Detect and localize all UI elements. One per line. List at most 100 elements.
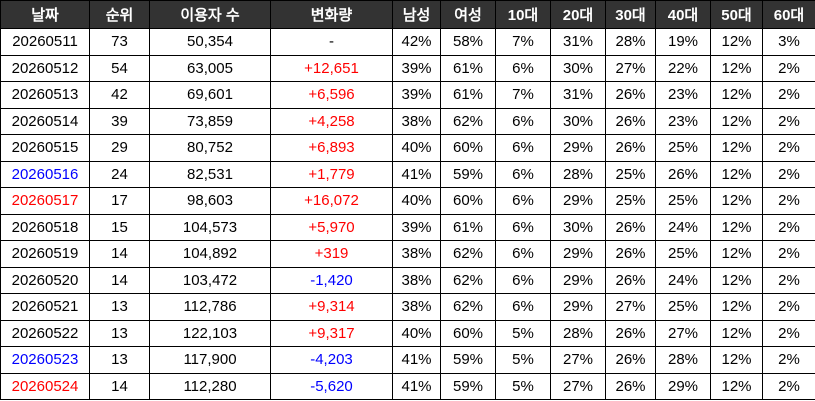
table-row: 20260521 13 112,786 +9,314 38% 62% 6% 29% 27% 25%… — [0, 293, 815, 321]
table-cell: 6% — [495, 240, 551, 268]
table-row: 20260516 24 82,531 +1,779 41% 59% 6% 28% 25% 26% 1… — [0, 160, 815, 188]
table-cell: 73,859 — [149, 107, 271, 135]
table-cell: 38% — [392, 240, 441, 268]
table-cell: -4,203 — [270, 346, 393, 374]
table-cell: 12% — [710, 240, 763, 268]
table-cell: 30% — [550, 54, 606, 82]
table-cell: 24 — [89, 160, 150, 188]
table-cell: 39% — [392, 81, 441, 109]
header-cell: 30대 — [605, 0, 656, 29]
date-cell: 20260511 — [0, 28, 90, 56]
table-cell: - — [270, 28, 393, 56]
date-cell: 20260513 — [0, 81, 90, 109]
table-cell: 40% — [392, 134, 441, 162]
table-cell: +9,317 — [270, 319, 393, 347]
table-row: 20260524 14 112,280 -5,620 41% 59% 5% 27% 26% 29%… — [0, 372, 815, 400]
table-cell: 60% — [440, 134, 496, 162]
date-cell: 20260516 — [0, 160, 90, 188]
date-cell: 20260514 — [0, 107, 90, 135]
header-cell: 날짜 — [0, 0, 90, 29]
table-cell: 62% — [440, 107, 496, 135]
table-cell: 62% — [440, 240, 496, 268]
table-cell: 25% — [655, 240, 711, 268]
table-cell: 15 — [89, 213, 150, 241]
table-row: 20260512 54 63,005 +12,651 39% 61% 6% 30% 27% 22%… — [0, 54, 815, 82]
table-cell: 104,892 — [149, 240, 271, 268]
table-cell: 17 — [89, 187, 150, 215]
table-cell: 12% — [710, 213, 763, 241]
table-cell: 26% — [605, 107, 656, 135]
table-cell: +9,314 — [270, 293, 393, 321]
table-cell: 22% — [655, 54, 711, 82]
table-cell: +12,651 — [270, 54, 393, 82]
table-cell: 27% — [605, 54, 656, 82]
header-cell: 40대 — [655, 0, 711, 29]
table-cell: 12% — [710, 81, 763, 109]
table-cell: 29 — [89, 134, 150, 162]
header-cell: 20대 — [550, 0, 606, 29]
table-cell: 25% — [655, 187, 711, 215]
table-cell: 13 — [89, 319, 150, 347]
table-cell: 42% — [392, 28, 441, 56]
table-cell: 122,103 — [149, 319, 271, 347]
date-cell: 20260512 — [0, 54, 90, 82]
table-cell: 41% — [392, 372, 441, 400]
table-cell: 5% — [495, 372, 551, 400]
table-row: 20260518 15 104,573 +5,970 39% 61% 6% 30% 26% 24%… — [0, 213, 815, 241]
table-cell: 25% — [605, 160, 656, 188]
table-cell: 30% — [550, 213, 606, 241]
table-row: 20260523 13 117,900 -4,203 41% 59% 5% 27% 26% 28%… — [0, 346, 815, 374]
table-cell: +5,970 — [270, 213, 393, 241]
table-cell: 29% — [655, 372, 711, 400]
table-cell: 27% — [605, 293, 656, 321]
table-cell: 25% — [655, 293, 711, 321]
table-cell: 6% — [495, 293, 551, 321]
table-cell: 2% — [762, 160, 815, 188]
table-cell: 12% — [710, 28, 763, 56]
table-cell: 12% — [710, 134, 763, 162]
table-cell: +6,596 — [270, 81, 393, 109]
header-row: 날짜 순위 이용자 수 변화량 남성 여성 10대 20대 30대 40대 50대 60대 — [0, 0, 815, 29]
table-cell: 13 — [89, 293, 150, 321]
table-cell: 112,280 — [149, 372, 271, 400]
date-cell: 20260521 — [0, 293, 90, 321]
date-cell: 20260523 — [0, 346, 90, 374]
table-cell: 103,472 — [149, 266, 271, 294]
table-cell: 30% — [550, 107, 606, 135]
table-cell: 3% — [762, 28, 815, 56]
table-cell: 12% — [710, 266, 763, 294]
table-cell: 29% — [550, 266, 606, 294]
table-cell: 82,531 — [149, 160, 271, 188]
table-cell: 12% — [710, 107, 763, 135]
table-cell: 12% — [710, 372, 763, 400]
table-cell: 31% — [550, 81, 606, 109]
table-cell: 29% — [550, 293, 606, 321]
table-cell: 5% — [495, 346, 551, 374]
table-cell: 2% — [762, 107, 815, 135]
table-cell: 40% — [392, 187, 441, 215]
table-cell: +4,258 — [270, 107, 393, 135]
table-cell: 12% — [710, 187, 763, 215]
header-cell: 60대 — [762, 0, 815, 29]
table-cell: 26% — [605, 346, 656, 374]
table-row: 20260514 39 73,859 +4,258 38% 62% 6% 30% 26% 23% 1… — [0, 107, 815, 135]
table-cell: 28% — [550, 160, 606, 188]
table-cell: 12% — [710, 319, 763, 347]
table-cell: 104,573 — [149, 213, 271, 241]
table-cell: 2% — [762, 266, 815, 294]
date-cell: 20260522 — [0, 319, 90, 347]
table-cell: 41% — [392, 346, 441, 374]
table-cell: 26% — [605, 213, 656, 241]
table-cell: 61% — [440, 81, 496, 109]
table-cell: 61% — [440, 213, 496, 241]
table-cell: +16,072 — [270, 187, 393, 215]
table-cell: 26% — [605, 240, 656, 268]
table-cell: 112,786 — [149, 293, 271, 321]
table-cell: 59% — [440, 160, 496, 188]
table-cell: 12% — [710, 54, 763, 82]
header-cell: 여성 — [440, 0, 496, 29]
table-cell: 63,005 — [149, 54, 271, 82]
table-row: 20260513 42 69,601 +6,596 39% 61% 7% 31% 26% 23% 1… — [0, 81, 815, 109]
